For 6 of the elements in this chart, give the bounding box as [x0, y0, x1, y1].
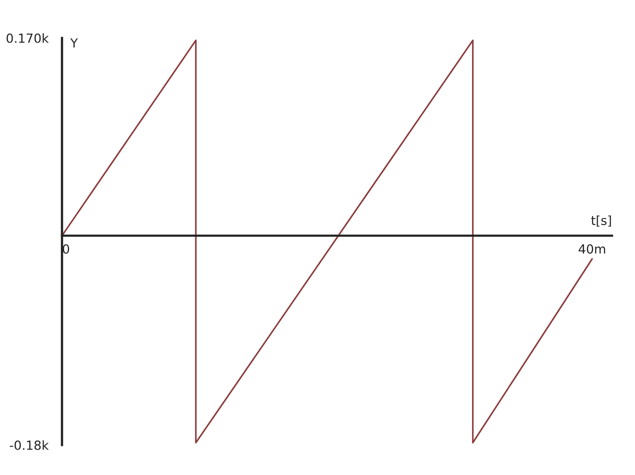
x-tick-label: 0: [62, 244, 70, 254]
x-axis-title: t[s]: [591, 215, 611, 227]
x-tick-label: 40m: [578, 244, 606, 254]
y-axis-title: Y: [70, 38, 78, 48]
y-tick-label: 0.170k: [6, 33, 49, 43]
y-tick-label: -0.18k: [10, 440, 49, 450]
